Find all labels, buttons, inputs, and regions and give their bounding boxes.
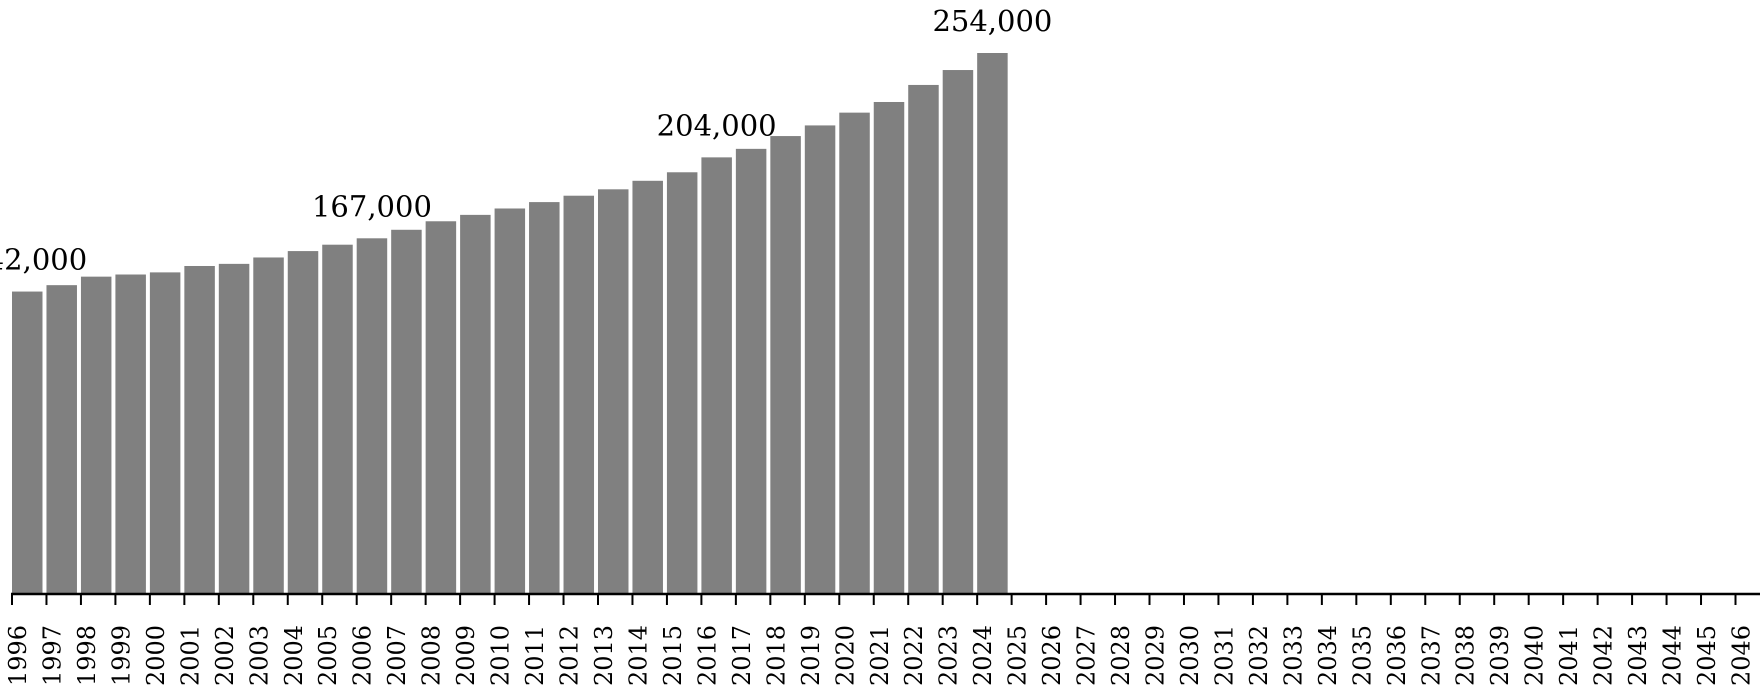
x-tick-label: 2002 bbox=[211, 625, 239, 686]
x-tick-label: 2024 bbox=[969, 625, 997, 686]
bar-2002 bbox=[218, 263, 250, 594]
x-tick-label: 2021 bbox=[866, 625, 894, 686]
bar-1997 bbox=[46, 285, 77, 594]
x-tick-label: 2035 bbox=[1348, 625, 1376, 686]
bars-group bbox=[12, 53, 1008, 595]
bar-2006 bbox=[356, 238, 388, 594]
x-tick-label: 2029 bbox=[1142, 625, 1170, 686]
x-tick-label: 1999 bbox=[107, 625, 135, 686]
x-tick-label: 2036 bbox=[1383, 625, 1411, 686]
bar-2015 bbox=[666, 172, 698, 595]
x-tick-label: 2034 bbox=[1314, 625, 1342, 686]
x-tick-label: 2008 bbox=[418, 625, 446, 686]
x-tick-label: 2038 bbox=[1452, 625, 1480, 686]
x-tick-label: 2022 bbox=[900, 625, 928, 686]
x-tick-label: 1998 bbox=[73, 625, 101, 686]
x-tick-label: 2015 bbox=[659, 625, 687, 686]
bar-2000 bbox=[149, 272, 181, 594]
x-tick-label: 2040 bbox=[1521, 625, 1549, 686]
bar-2012 bbox=[563, 195, 595, 595]
x-tick-label: 2025 bbox=[1004, 625, 1032, 686]
x-tick-label: 2014 bbox=[624, 625, 652, 686]
x-tick-label: 2044 bbox=[1659, 625, 1687, 686]
x-tick-label: 2026 bbox=[1038, 625, 1066, 686]
x-tick-label: 2033 bbox=[1279, 625, 1307, 686]
x-tick-label: 2027 bbox=[1073, 625, 1101, 686]
bar-2008 bbox=[425, 221, 457, 594]
x-tick-label: 2012 bbox=[556, 625, 584, 686]
x-tick-label: 1996 bbox=[4, 625, 32, 686]
bar-2005 bbox=[322, 244, 353, 594]
x-axis: 1996 1997 1998 1999 2000 2001 2002 2003 2004 2005… bbox=[4, 592, 1760, 686]
x-tick-label: 2023 bbox=[935, 625, 963, 686]
x-tick-label: 2019 bbox=[797, 625, 825, 686]
data-labels-group: 142,000 167,000 204,000 254,000 bbox=[0, 4, 1052, 277]
x-tick-label: 2003 bbox=[245, 625, 273, 686]
bar-2004 bbox=[287, 251, 319, 594]
x-tick-label: 2001 bbox=[176, 625, 204, 686]
x-tick-label: 2013 bbox=[590, 625, 618, 686]
bar-2022 bbox=[908, 84, 939, 594]
bar-2007 bbox=[391, 229, 422, 595]
bar-2020 bbox=[839, 112, 870, 595]
x-tick-label: 2005 bbox=[314, 625, 342, 686]
bar-1998 bbox=[80, 276, 112, 594]
x-tick-label: 2007 bbox=[383, 625, 411, 686]
x-tick-label: 2039 bbox=[1486, 625, 1514, 686]
x-tick-label: 2028 bbox=[1107, 625, 1135, 686]
x-tick-label: 2016 bbox=[693, 625, 721, 686]
x-tick-label: 1997 bbox=[38, 625, 66, 686]
bar-2017 bbox=[735, 148, 767, 595]
bar-2009 bbox=[460, 214, 491, 594]
x-tick-label: 2041 bbox=[1555, 625, 1583, 686]
bar-1996 bbox=[12, 291, 43, 594]
x-tick-label: 2042 bbox=[1590, 625, 1618, 686]
bar-2018 bbox=[770, 136, 801, 594]
x-tick-label: 2046 bbox=[1728, 625, 1756, 686]
data-label-2016: 204,000 bbox=[657, 108, 777, 142]
x-tick-label: 2020 bbox=[831, 625, 859, 686]
bar-2013 bbox=[597, 189, 629, 595]
bar-2001 bbox=[184, 265, 215, 594]
bar-2023 bbox=[942, 70, 974, 594]
bar-2010 bbox=[494, 208, 526, 594]
x-tick-label: 2010 bbox=[487, 625, 515, 686]
x-tick-label: 2031 bbox=[1210, 625, 1238, 686]
data-label-2024: 254,000 bbox=[932, 4, 1052, 38]
bar-2003 bbox=[253, 257, 284, 594]
x-tick-label: 2037 bbox=[1417, 625, 1445, 686]
x-tick-label: 2011 bbox=[521, 625, 549, 686]
bar-2011 bbox=[529, 202, 560, 594]
x-tick-label: 2009 bbox=[452, 625, 480, 686]
x-tick-label: 2006 bbox=[349, 625, 377, 686]
x-tick-label: 2000 bbox=[142, 625, 170, 686]
x-tick-label: 2018 bbox=[762, 625, 790, 686]
x-tick-label: 2030 bbox=[1176, 625, 1204, 686]
x-tick-label: 2043 bbox=[1624, 625, 1652, 686]
bar-2016 bbox=[701, 157, 732, 594]
bar-2024 bbox=[977, 53, 1008, 594]
bar-2014 bbox=[632, 180, 663, 594]
x-tick-label: 2017 bbox=[728, 625, 756, 686]
bar-2019 bbox=[804, 125, 836, 594]
x-tick-label: 2032 bbox=[1245, 625, 1273, 686]
x-tick-label: 2004 bbox=[280, 625, 308, 686]
data-label-2006: 167,000 bbox=[312, 189, 432, 223]
bar-1999 bbox=[115, 274, 146, 594]
data-label-1996: 142,000 bbox=[0, 243, 87, 277]
x-tick-label: 2045 bbox=[1693, 625, 1721, 686]
bar-2021 bbox=[873, 101, 905, 594]
